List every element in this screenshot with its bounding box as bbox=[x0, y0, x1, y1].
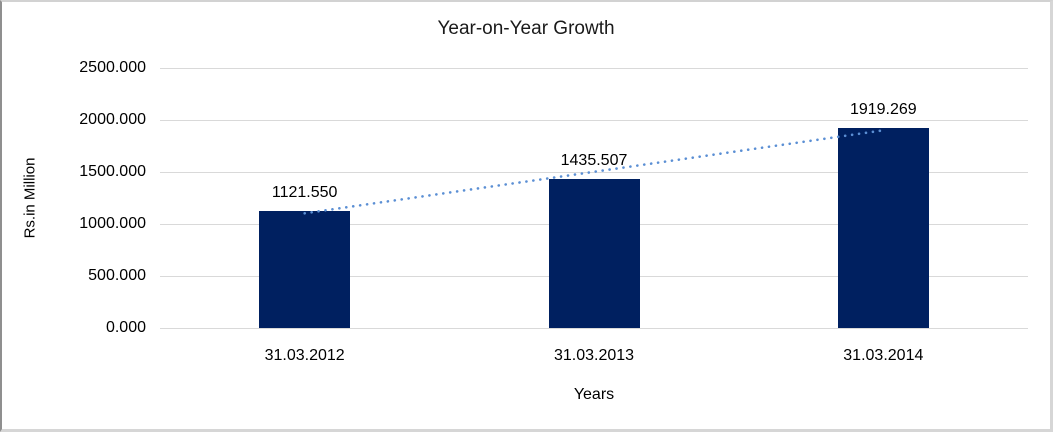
gridline bbox=[160, 68, 1028, 69]
gridline bbox=[160, 328, 1028, 329]
y-tick-label: 500.000 bbox=[88, 267, 146, 284]
y-tick-label: 1500.000 bbox=[79, 163, 146, 180]
y-tick-label: 2000.000 bbox=[79, 111, 146, 128]
bar-value-label: 1121.550 bbox=[271, 184, 338, 202]
x-tick-label: 31.03.2014 bbox=[843, 347, 924, 364]
gridline bbox=[160, 120, 1028, 121]
bar bbox=[259, 211, 351, 328]
bar-value-label: 1919.269 bbox=[849, 101, 917, 119]
y-tick-label: 0.000 bbox=[105, 319, 146, 336]
x-tick-label: 31.03.2013 bbox=[553, 347, 635, 364]
x-axis-title: Years bbox=[573, 386, 615, 403]
bar-value-label: 1435.507 bbox=[560, 151, 628, 169]
x-tick-label: 31.03.2012 bbox=[264, 347, 345, 364]
y-tick-label: 2500.000 bbox=[79, 59, 146, 76]
bar bbox=[837, 128, 929, 328]
y-tick-label: 1000.000 bbox=[79, 215, 146, 232]
chart-title: Year-on-Year Growth bbox=[437, 18, 615, 39]
bar bbox=[548, 178, 640, 328]
